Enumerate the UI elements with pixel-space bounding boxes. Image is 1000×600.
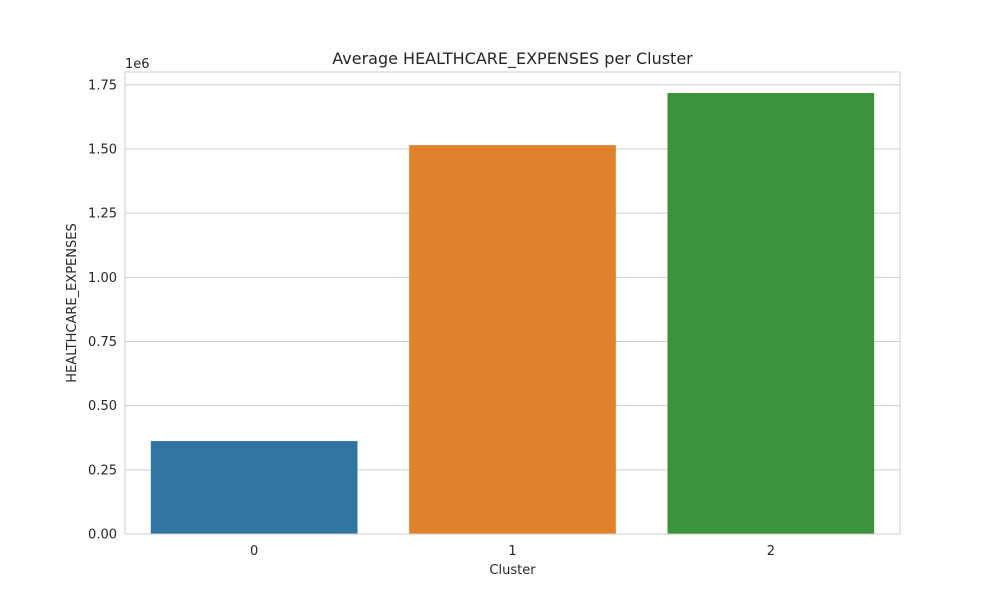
y-axis-title: HEALTHCARE_EXPENSES bbox=[65, 223, 80, 382]
x-tick-label: 0 bbox=[250, 544, 258, 559]
x-tick-label: 2 bbox=[767, 544, 775, 559]
chart-title: Average HEALTHCARE_EXPENSES per Cluster bbox=[332, 49, 693, 69]
x-tick-labels: 0 1 2 bbox=[250, 544, 775, 559]
y-tick-label: 0.00 bbox=[88, 528, 117, 543]
bar-cluster-1 bbox=[409, 145, 616, 534]
y-tick-label: 0.75 bbox=[88, 335, 117, 350]
y-tick-label: 1.00 bbox=[88, 271, 117, 286]
bar-cluster-0 bbox=[150, 441, 358, 534]
y-tick-label: 0.25 bbox=[88, 463, 117, 478]
x-axis-title: Cluster bbox=[489, 563, 536, 578]
y-tick-label: 1.25 bbox=[88, 207, 117, 222]
y-tick-label: 0.50 bbox=[88, 399, 117, 414]
bars bbox=[150, 93, 875, 535]
y-tick-labels: 0.00 0.25 0.50 0.75 1.00 1.25 1.50 1.75 bbox=[88, 78, 117, 542]
plot-frame bbox=[124, 71, 901, 535]
y-offset-label: 1e6 bbox=[125, 57, 150, 72]
x-tick-label: 1 bbox=[508, 544, 516, 559]
y-tick-label: 1.75 bbox=[88, 78, 117, 93]
bar-cluster-2 bbox=[667, 93, 875, 535]
y-tick-label: 1.50 bbox=[88, 143, 117, 158]
